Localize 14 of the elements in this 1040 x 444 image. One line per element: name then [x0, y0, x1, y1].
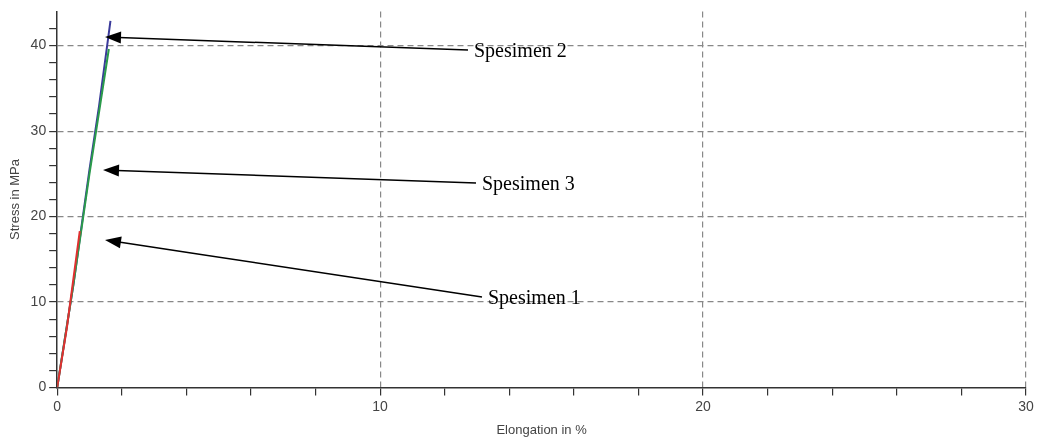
y-tick-label: 40 — [30, 36, 47, 53]
x-tick-label: 10 — [372, 397, 389, 414]
y-tick-label: 0 — [38, 378, 47, 395]
y-tick-label: 30 — [30, 121, 47, 138]
annotation: Spesimen 1 — [488, 286, 581, 308]
x-tick-label: 20 — [695, 397, 712, 414]
x-tick-label: 30 — [1018, 397, 1034, 414]
x-axis-title: Elongation in % — [496, 421, 588, 437]
y-axis-title: Stress in MPa — [7, 158, 23, 240]
y-tick-label: 10 — [30, 292, 47, 309]
x-tick-label: 0 — [53, 397, 62, 414]
annotation: Spesimen 2 — [474, 39, 567, 61]
y-tick-label: 20 — [30, 207, 47, 224]
annotation: Spesimen 3 — [482, 172, 575, 194]
